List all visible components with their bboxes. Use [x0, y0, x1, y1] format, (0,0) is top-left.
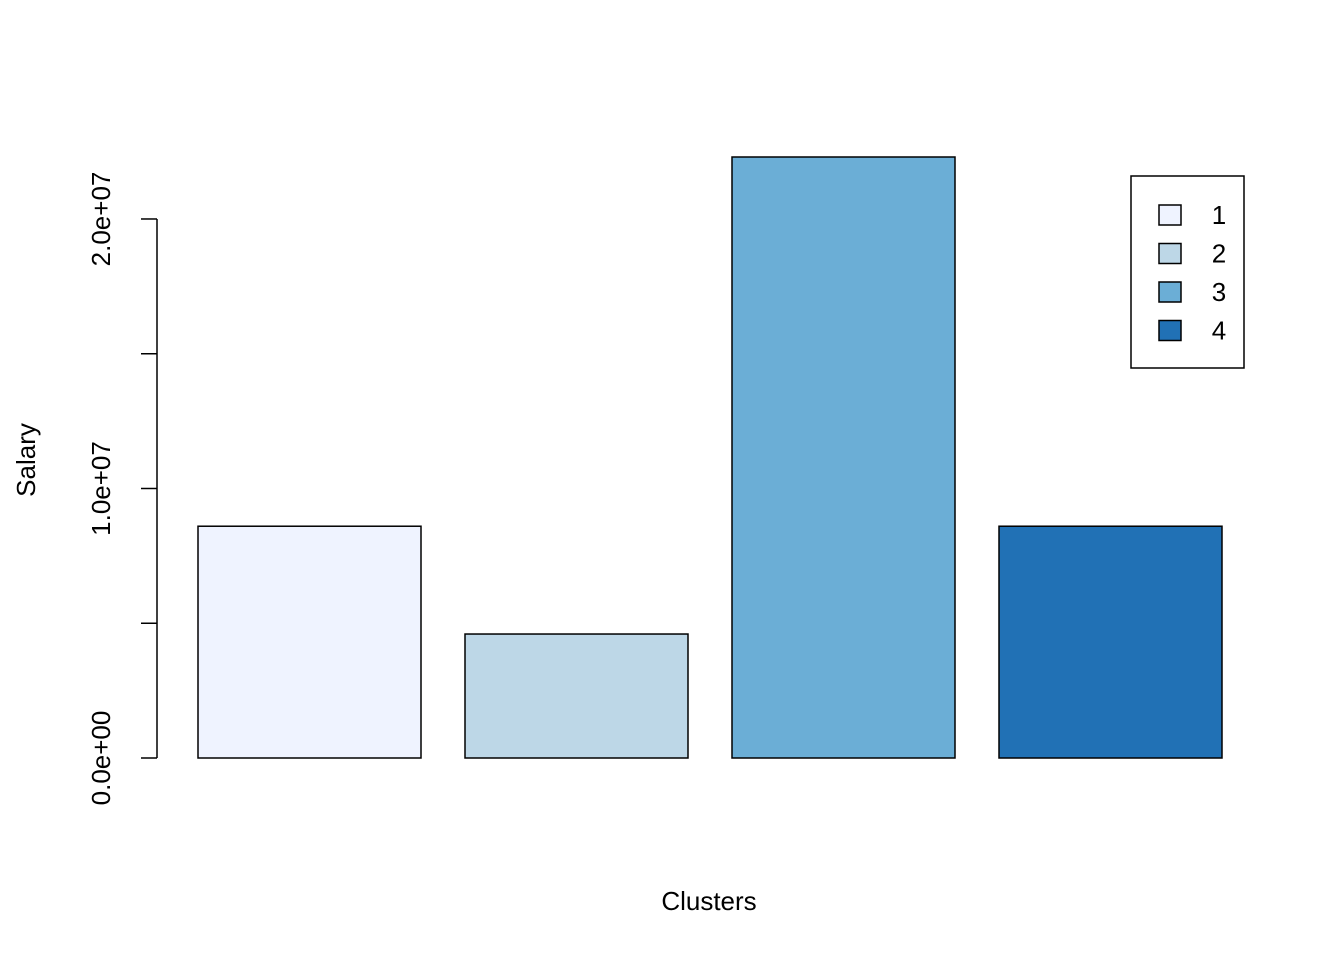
legend-label-4: 4: [1212, 316, 1226, 346]
bar-3: [731, 156, 956, 759]
y-axis-label: Salary: [11, 423, 41, 497]
y-tick-label: 0.0e+00: [86, 711, 116, 806]
legend-label-3: 3: [1212, 277, 1226, 307]
legend-swatch-3: [1158, 281, 1182, 303]
legend-swatch-4: [1158, 319, 1182, 342]
bars-group: [197, 156, 1223, 759]
legend-swatch-1: [1158, 204, 1182, 226]
bar-4: [998, 525, 1223, 759]
legend: 1 2 3 4: [1130, 175, 1245, 369]
y-axis: 0.0e+00 1.0e+07 2.0e+07: [86, 172, 158, 806]
legend-label-1: 1: [1212, 200, 1226, 230]
legend-box: [1130, 175, 1245, 369]
bar-2: [464, 633, 689, 759]
legend-label-2: 2: [1212, 239, 1226, 269]
bar-1: [197, 525, 422, 759]
y-tick-label: 2.0e+07: [86, 172, 116, 267]
x-axis-label: Clusters: [661, 886, 756, 916]
y-tick-label: 1.0e+07: [86, 441, 116, 536]
legend-swatch-2: [1158, 242, 1182, 265]
